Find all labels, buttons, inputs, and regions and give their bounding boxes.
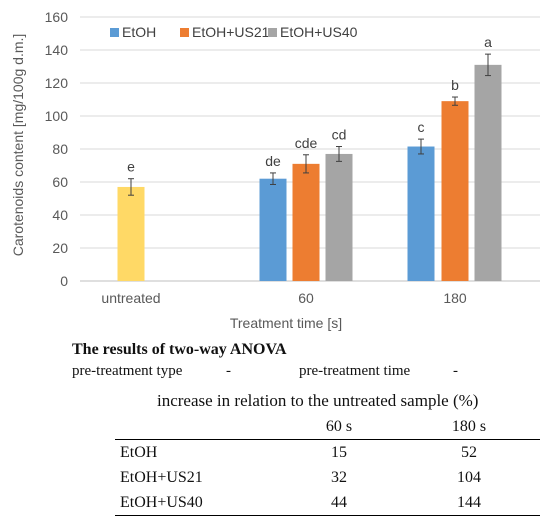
legend-label: EtOH+US21	[192, 24, 270, 40]
legend-label: EtOH+US40	[280, 24, 358, 40]
x-tick-label: 60	[298, 290, 314, 306]
significance-label: a	[484, 34, 492, 50]
row-label: EtOH+US40	[120, 493, 203, 511]
anova-time-value: -	[453, 363, 458, 379]
y-tick-label: 120	[45, 75, 69, 91]
increase-table: 60 s 180 s EtOH 15 52 EtOH+US21 32 104 E…	[115, 414, 540, 516]
x-tick-label: 180	[443, 290, 467, 306]
y-tick-label: 80	[52, 141, 68, 157]
y-tick-label: 60	[52, 174, 68, 190]
bar	[441, 101, 469, 282]
y-tick-label: 0	[60, 273, 68, 289]
y-tick-label: 160	[45, 9, 69, 25]
y-tick-labels: 0 20 40 60 80 100 120 140 160	[45, 9, 69, 289]
table-row: EtOH+US40 44 144	[115, 490, 540, 516]
gridlines	[80, 16, 540, 282]
table-row: EtOH 15 52	[115, 440, 540, 466]
cell-60s: 32	[331, 468, 347, 486]
y-tick-label: 140	[45, 42, 69, 58]
bar	[474, 64, 502, 281]
bar	[117, 186, 145, 281]
increase-table-header: 60 s 180 s	[115, 414, 540, 440]
bar	[325, 153, 353, 281]
legend-swatch	[268, 28, 277, 37]
cell-180s: 144	[457, 493, 481, 511]
table-row: EtOH+US21 32 104	[115, 465, 540, 490]
carotenoids-chart: 0 20 40 60 80 100 120 140 160 e de c cde b cd a untrea…	[10, 9, 540, 331]
legend-swatch	[180, 28, 189, 37]
bar	[259, 178, 287, 281]
bars: e de c cde b cd a	[117, 34, 502, 282]
x-tick-labels: untreated 60 180	[101, 290, 466, 306]
cell-180s: 52	[461, 443, 477, 461]
cell-60s: 15	[331, 443, 347, 461]
bar	[292, 163, 320, 281]
significance-label: b	[451, 77, 459, 93]
row-label: EtOH	[120, 443, 158, 461]
legend: EtOH EtOH+US21 EtOH+US40	[110, 24, 358, 40]
y-tick-label: 20	[52, 240, 68, 256]
anova-type-label: pre-treatment type	[72, 363, 183, 379]
y-tick-label: 40	[52, 207, 68, 223]
row-label: EtOH+US21	[120, 468, 203, 486]
y-axis-label: Carotenoids content [mg/100g d.m.]	[10, 34, 26, 257]
y-tick-label: 100	[45, 108, 69, 124]
legend-label: EtOH	[122, 24, 156, 40]
anova-time-label: pre-treatment time	[299, 363, 411, 379]
anova-type-value: -	[226, 363, 231, 379]
anova-title: The results of two-way ANOVA	[72, 341, 287, 358]
x-tick-label: untreated	[101, 290, 160, 306]
significance-label: cde	[295, 135, 318, 151]
significance-label: de	[265, 153, 281, 169]
col-header-180s: 180 s	[451, 417, 487, 435]
cell-180s: 104	[457, 468, 481, 486]
bar	[407, 146, 435, 281]
significance-label: cd	[332, 127, 347, 143]
x-axis-label: Treatment time [s]	[230, 315, 342, 331]
significance-label: c	[418, 119, 425, 135]
legend-swatch	[110, 28, 119, 37]
col-header-60s: 60 s	[325, 417, 353, 435]
increase-table-title: increase in relation to the untreated sa…	[157, 391, 479, 410]
significance-label: e	[127, 159, 135, 175]
cell-60s: 44	[331, 493, 347, 511]
